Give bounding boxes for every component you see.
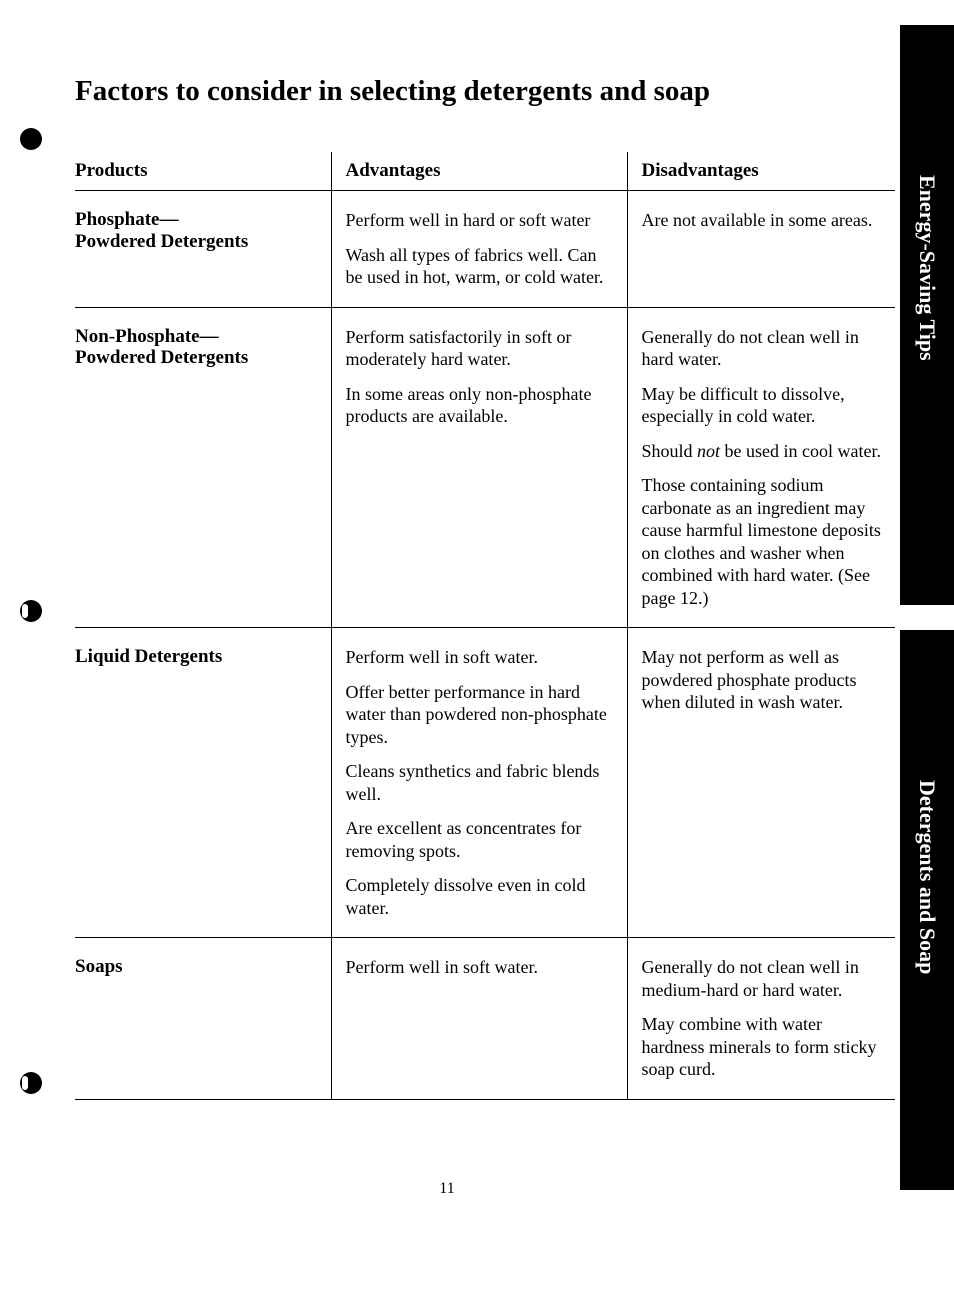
side-tabs: Energy-Saving Tips Detergents and Soap: [900, 25, 954, 1190]
disadvantages-cell: May not perform as well as powdered phos…: [627, 628, 895, 938]
advantage-text: Completely dissolve even in cold water.: [346, 874, 613, 919]
table-header-row: Products Advantages Disadvantages: [75, 152, 895, 191]
disadvantage-text: May combine with water hardness minerals…: [642, 1013, 882, 1081]
disadvantage-text: Are not available in some areas.: [642, 209, 882, 232]
page-title: Factors to consider in selecting deterge…: [75, 75, 895, 108]
product-name: Phosphate—Powdered Detergents: [75, 209, 317, 253]
advantage-text: Wash all types of fabrics well. Can be u…: [346, 244, 613, 289]
disadvantage-text: Should not be used in cool water.: [642, 440, 882, 463]
side-tab-detergents: Detergents and Soap: [900, 630, 954, 1190]
advantages-cell: Perform satisfactorily in soft or modera…: [331, 307, 627, 628]
product-cell: Liquid Detergents: [75, 628, 331, 938]
binder-hole-middle: [20, 600, 42, 622]
disadvantages-cell: Are not available in some areas.: [627, 191, 895, 308]
page-number: 11: [0, 1180, 894, 1198]
advantage-text: Perform well in soft water.: [346, 646, 613, 669]
advantages-cell: Perform well in soft water. Offer better …: [331, 628, 627, 938]
disadvantage-text: Those containing sodium carbonate as an …: [642, 474, 882, 609]
advantage-text: Are excellent as concentrates for removi…: [346, 817, 613, 862]
table-body: Phosphate—Powdered Detergents Perform wel…: [75, 191, 895, 1100]
advantages-cell: Perform well in soft water.: [331, 938, 627, 1100]
advantage-text: Perform well in soft water.: [346, 956, 613, 979]
column-header-advantages: Advantages: [331, 152, 627, 191]
binder-hole-bottom: [20, 1072, 42, 1094]
disadvantage-text: May be difficult to dissolve, especially…: [642, 383, 882, 428]
disadvantage-text: Generally do not clean well in medium-ha…: [642, 956, 882, 1001]
product-cell: Phosphate—Powdered Detergents: [75, 191, 331, 308]
column-header-products: Products: [75, 152, 331, 191]
advantage-text: In some areas only non-phosphate product…: [346, 383, 613, 428]
disadvantages-cell: Generally do not clean well in medium-ha…: [627, 938, 895, 1100]
disadvantage-text: Generally do not clean well in hard wate…: [642, 326, 882, 371]
advantage-text: Cleans synthetics and fabric blends well…: [346, 760, 613, 805]
disadvantage-text: May not perform as well as powdered phos…: [642, 646, 882, 714]
column-header-disadvantages: Disadvantages: [627, 152, 895, 191]
table-row: Liquid Detergents Perform well in soft wa…: [75, 628, 895, 938]
page-content: Factors to consider in selecting deterge…: [75, 75, 895, 1100]
binder-hole-top: [20, 128, 42, 150]
advantage-text: Perform well in hard or soft water: [346, 209, 613, 232]
table-row: Phosphate—Powdered Detergents Perform wel…: [75, 191, 895, 308]
table-row: Soaps Perform well in soft water. Generall…: [75, 938, 895, 1100]
advantage-text: Offer better performance in hard water t…: [346, 681, 613, 749]
comparison-table: Products Advantages Disadvantages Phosph…: [75, 152, 895, 1100]
table-row: Non-Phosphate—Powdered Detergents Perform…: [75, 307, 895, 628]
product-name: Liquid Detergents: [75, 646, 317, 668]
disadvantages-cell: Generally do not clean well in hard wate…: [627, 307, 895, 628]
product-name: Non-Phosphate—Powdered Detergents: [75, 326, 317, 370]
product-cell: Non-Phosphate—Powdered Detergents: [75, 307, 331, 628]
advantage-text: Perform satisfactorily in soft or modera…: [346, 326, 613, 371]
side-tab-energy: Energy-Saving Tips: [900, 25, 954, 605]
advantages-cell: Perform well in hard or soft water Wash a…: [331, 191, 627, 308]
product-cell: Soaps: [75, 938, 331, 1100]
product-name: Soaps: [75, 956, 317, 978]
